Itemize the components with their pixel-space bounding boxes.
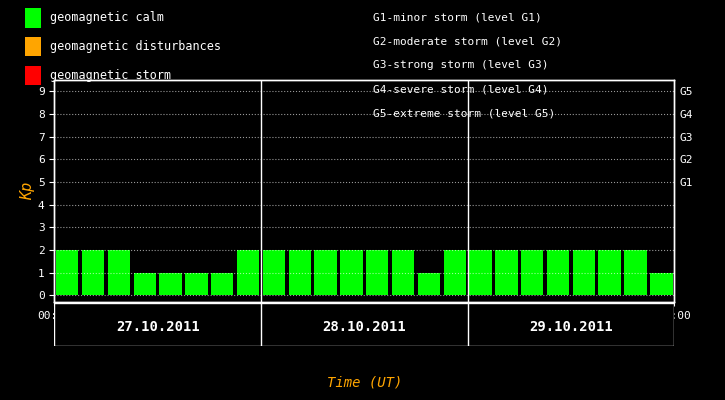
Bar [573,250,595,295]
Bar [392,250,414,295]
Text: geomagnetic calm: geomagnetic calm [50,12,164,24]
Text: geomagnetic disturbances: geomagnetic disturbances [50,40,221,53]
Bar [108,250,130,295]
Text: G2-moderate storm (level G2): G2-moderate storm (level G2) [373,36,563,46]
Bar [315,250,336,295]
Bar [237,250,260,295]
Bar [599,250,621,295]
Bar [262,250,285,295]
Text: G4-severe storm (level G4): G4-severe storm (level G4) [373,84,549,94]
Bar [160,272,182,295]
Bar [521,250,543,295]
Bar [211,272,233,295]
Text: 27.10.2011: 27.10.2011 [116,320,199,334]
Bar [418,272,440,295]
Bar [56,250,78,295]
Text: 29.10.2011: 29.10.2011 [529,320,613,334]
Bar [650,272,673,295]
Bar [289,250,311,295]
Bar [444,250,466,295]
Text: 28.10.2011: 28.10.2011 [323,320,406,334]
Bar [547,250,569,295]
Bar [340,250,362,295]
Bar [366,250,389,295]
Bar [133,272,156,295]
Text: G3-strong storm (level G3): G3-strong storm (level G3) [373,60,549,70]
Y-axis label: Kp: Kp [20,182,35,200]
Bar [495,250,518,295]
Bar [624,250,647,295]
Text: Time (UT): Time (UT) [327,376,402,390]
Text: G5-extreme storm (level G5): G5-extreme storm (level G5) [373,108,555,118]
Text: geomagnetic storm: geomagnetic storm [50,69,171,82]
Bar [82,250,104,295]
Text: G1-minor storm (level G1): G1-minor storm (level G1) [373,12,542,22]
Bar [469,250,492,295]
Bar [185,272,207,295]
